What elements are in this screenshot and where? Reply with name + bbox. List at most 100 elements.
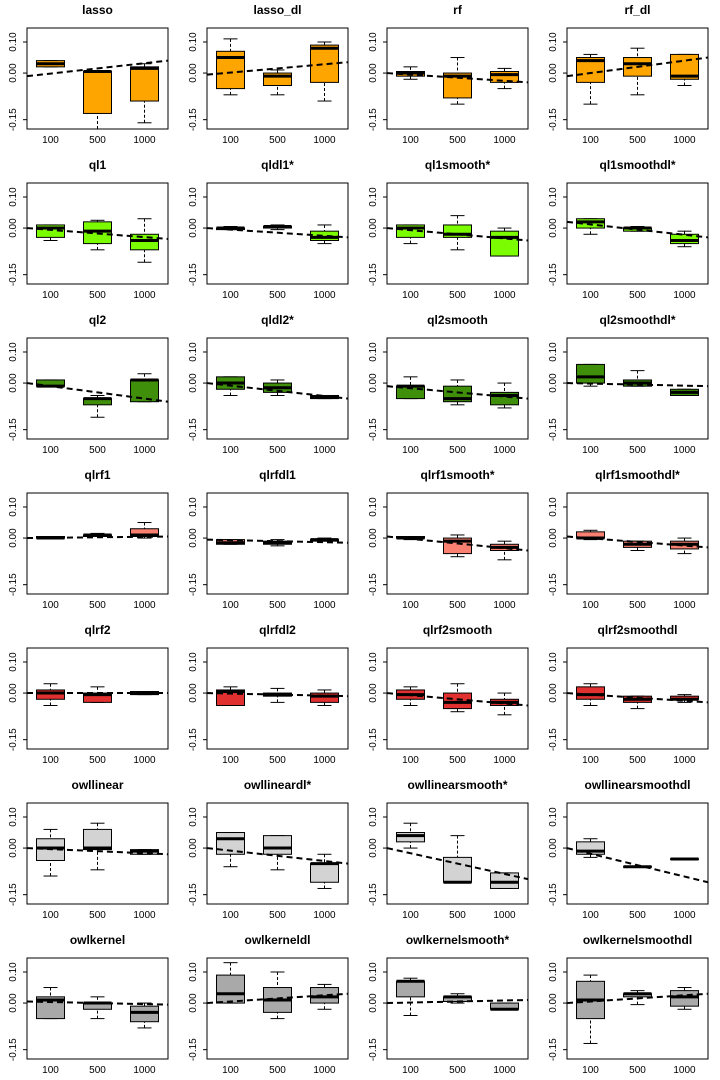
box: [396, 832, 425, 843]
y-tick-label: 0.10: [368, 807, 379, 827]
x-tick-label: 1000: [493, 755, 516, 766]
y-tick-label: 0.10: [8, 807, 19, 827]
panel-title: ql2smoothdl*: [599, 313, 675, 327]
panel: ql1smooth* 0.10 0.00 -0.15 100 500 1000: [368, 158, 529, 301]
x-tick-label: 1000: [673, 290, 696, 301]
plot-frame: [566, 492, 709, 595]
x-tick-label: 1000: [673, 445, 696, 456]
x-tick-label: 1000: [493, 445, 516, 456]
y-tick-label: -0.15: [8, 108, 19, 131]
x-tick-label: 500: [449, 755, 466, 766]
x-tick-label: 100: [402, 600, 419, 611]
trend-line: [26, 59, 169, 78]
x-tick-label: 500: [89, 290, 106, 301]
box: [310, 987, 339, 1004]
box: [130, 66, 159, 102]
y-tick-label: 0.10: [8, 342, 19, 362]
trend-line: [26, 382, 169, 403]
y-tick-label: 0.10: [548, 187, 559, 207]
panel-title: qlrf1: [84, 468, 110, 482]
x-tick-label: 100: [582, 135, 599, 146]
panel-title: qlrfdl2: [259, 623, 296, 637]
panel: owlkernelsmoothdl 0.10 0.00 -0.15 100 500 1000: [548, 933, 709, 1076]
plot-frame: [206, 182, 349, 285]
y-tick-label: 0.10: [188, 962, 199, 982]
y-tick-label: 0.10: [368, 497, 379, 517]
panel-title: ql2: [89, 313, 107, 327]
y-tick-label: -0.15: [368, 573, 379, 596]
plot-frame: [566, 802, 709, 905]
x-tick-label: 1000: [313, 290, 336, 301]
trend-line: [386, 72, 529, 84]
x-tick-label: 500: [449, 290, 466, 301]
x-tick-label: 100: [222, 910, 239, 921]
x-tick-label: 500: [89, 1065, 106, 1076]
x-tick-label: 100: [42, 445, 59, 456]
box: [83, 828, 112, 851]
x-tick-label: 100: [582, 755, 599, 766]
y-tick-label: 0.00: [188, 218, 199, 238]
plot-frame: [206, 957, 349, 1060]
y-tick-label: -0.15: [188, 883, 199, 906]
x-tick-label: 500: [269, 755, 286, 766]
plot-frame: [26, 492, 169, 595]
y-tick-label: 0.00: [548, 838, 559, 858]
trend-line: [206, 538, 349, 544]
panel: owlkernelsmooth* 0.10 0.00 -0.15 100 500 1000: [368, 933, 529, 1076]
y-tick-label: 0.00: [548, 683, 559, 703]
x-tick-label: 500: [269, 290, 286, 301]
y-tick-label: 0.10: [548, 32, 559, 52]
box: [490, 230, 519, 257]
y-tick-label: 0.00: [548, 528, 559, 548]
trend-line: [566, 692, 709, 704]
x-tick-label: 1000: [133, 755, 156, 766]
y-tick-label: -0.15: [188, 1038, 199, 1061]
panel: rf_dl 0.10 0.00 -0.15 100 500 1000: [548, 3, 709, 146]
plot-frame: [386, 802, 529, 905]
plot-frame: [566, 182, 709, 285]
y-tick-label: -0.15: [8, 263, 19, 286]
panel: owlkernel 0.10 0.00 -0.15 100 500 1000: [8, 933, 169, 1076]
panel-title: owlkernelsmoothdl: [583, 933, 692, 947]
y-tick-label: 0.10: [548, 342, 559, 362]
x-tick-label: 100: [402, 445, 419, 456]
y-tick-label: -0.15: [188, 728, 199, 751]
y-tick-label: -0.15: [8, 728, 19, 751]
x-tick-label: 100: [402, 135, 419, 146]
y-tick-label: -0.15: [8, 1038, 19, 1061]
box: [490, 872, 519, 889]
y-tick-label: 0.10: [188, 342, 199, 362]
y-tick-label: -0.15: [368, 108, 379, 131]
y-tick-label: -0.15: [368, 418, 379, 441]
y-tick-label: 0.10: [368, 32, 379, 52]
plot-frame: [206, 27, 349, 130]
panel: owllinearsmooth* 0.10 0.00 -0.15 100 500 1000: [368, 778, 529, 921]
x-tick-label: 100: [222, 1065, 239, 1076]
x-tick-label: 1000: [133, 910, 156, 921]
box: [130, 233, 159, 251]
x-tick-label: 100: [402, 1065, 419, 1076]
x-tick-label: 1000: [313, 600, 336, 611]
trend-line: [206, 847, 349, 865]
plot-frame: [566, 957, 709, 1060]
y-tick-label: -0.15: [548, 883, 559, 906]
x-tick-label: 100: [222, 135, 239, 146]
panel: ql2smooth 0.10 0.00 -0.15 100 500 1000: [368, 313, 529, 456]
y-tick-label: -0.15: [548, 108, 559, 131]
trend-line: [386, 227, 529, 242]
y-tick-label: -0.15: [548, 1038, 559, 1061]
y-tick-label: -0.15: [368, 263, 379, 286]
box: [310, 44, 339, 83]
y-tick-label: -0.15: [548, 728, 559, 751]
y-tick-label: -0.15: [8, 573, 19, 596]
trend-line: [386, 385, 529, 400]
y-tick-label: -0.15: [188, 263, 199, 286]
x-tick-label: 100: [42, 600, 59, 611]
y-tick-label: -0.15: [8, 418, 19, 441]
panel-title: rf_dl: [624, 3, 650, 17]
x-tick-label: 1000: [313, 755, 336, 766]
panel: lasso 0.10 0.00 -0.15 100 500 1000: [8, 3, 169, 146]
x-tick-label: 1000: [673, 600, 696, 611]
y-tick-label: 0.10: [8, 652, 19, 672]
y-tick-label: 0.00: [368, 838, 379, 858]
